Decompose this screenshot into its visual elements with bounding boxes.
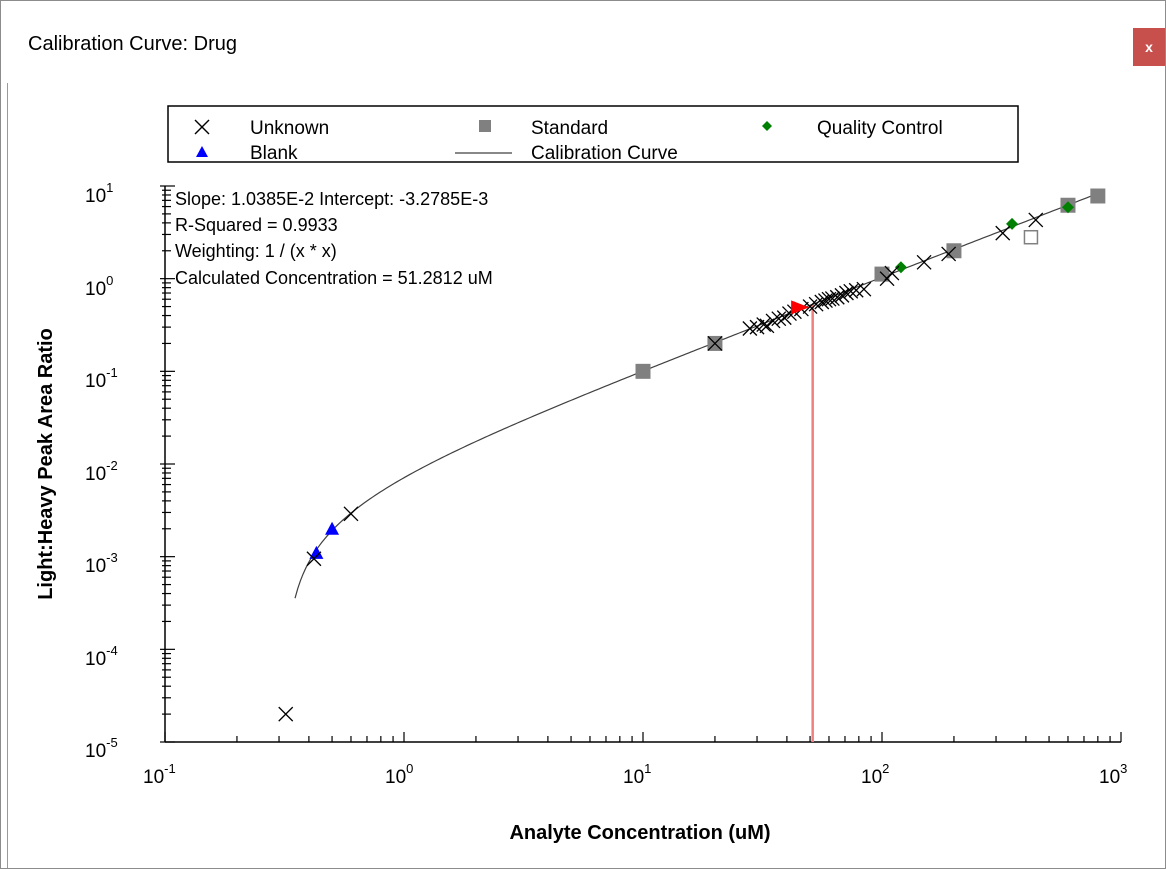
legend-blank-label: Blank	[250, 143, 298, 164]
unknown-point	[916, 254, 932, 270]
x-tick-label-3: 102	[861, 761, 889, 788]
unknown-point	[306, 551, 322, 567]
legend-qc-label: Quality Control	[817, 118, 943, 139]
unknown-point	[941, 246, 957, 262]
unknown-point	[856, 281, 872, 297]
legend-items: Unknown Standard Quality Control Blank C…	[194, 118, 943, 164]
stats-calculated-concentration: Calculated Concentration = 51.2812 uM	[175, 268, 493, 288]
unknown-point	[843, 283, 859, 299]
y-tick-label-3: 10-2	[85, 458, 118, 485]
x-axis-ticks	[164, 732, 1122, 742]
excluded-standard-point	[1023, 229, 1039, 245]
unknown-point	[821, 291, 837, 307]
standard-point	[946, 243, 962, 259]
close-button[interactable]: x	[1133, 28, 1165, 66]
title-bar: Calibration Curve: Drug x	[1, 1, 1165, 83]
calibration-curve	[294, 192, 1099, 599]
window-title: Calibration Curve: Drug	[28, 33, 237, 55]
standard-point	[635, 363, 651, 379]
x-tick-labels: 10-1 100 101 102 103	[143, 761, 1127, 788]
x-tick-label-0: 10-1	[143, 761, 176, 788]
legend-unknown-icon	[194, 119, 210, 135]
axes	[160, 185, 1122, 743]
legend-standard-label: Standard	[531, 118, 608, 139]
stats-weighting: Weighting: 1 / (x * x)	[175, 241, 337, 261]
legend	[167, 105, 1019, 163]
y-tick-label-2: 10-1	[85, 365, 118, 392]
y-tick-label-4: 10-3	[85, 550, 118, 577]
y-tick-label-0: 101	[85, 180, 113, 207]
legend-qc-icon	[762, 121, 772, 131]
unknown-point	[808, 296, 824, 312]
unknown-point	[802, 299, 818, 315]
y-axis-title: Light:Heavy Peak Area Ratio	[35, 328, 57, 600]
x-tick-label-2: 101	[623, 761, 651, 788]
window-left-edge	[7, 83, 8, 868]
blank-point	[309, 545, 324, 559]
unknown-point	[759, 318, 775, 334]
unknown-point	[278, 706, 294, 722]
legend-standard-icon	[479, 120, 491, 132]
legend-blank-icon	[196, 146, 208, 157]
selected-point	[791, 300, 810, 315]
unknown-point	[707, 335, 723, 351]
unknown-point	[995, 225, 1011, 241]
blank-point	[325, 521, 340, 535]
unknown-point	[884, 265, 900, 281]
y-tick-label-1: 100	[85, 273, 113, 300]
legend-unknown-label: Unknown	[250, 118, 329, 139]
x-axis-title: Analyte Concentration (uM)	[509, 822, 770, 844]
unknown-point	[756, 317, 772, 332]
qc-point	[1061, 201, 1074, 214]
y-axis-ticks	[160, 185, 175, 743]
unknown-point	[771, 311, 787, 327]
unknown-point	[838, 285, 854, 301]
unknown-point	[824, 291, 840, 307]
data-points	[278, 188, 1106, 722]
regression-stats: Slope: 1.0385E-2 Intercept: -3.2785E-3 R…	[175, 189, 493, 288]
unknown-point	[829, 289, 845, 305]
x-tick-label-1: 100	[385, 761, 413, 788]
y-tick-label-6: 10-5	[85, 735, 118, 762]
qc-point	[894, 261, 907, 274]
standard-point	[1090, 188, 1106, 204]
stats-slope-intercept: Slope: 1.0385E-2 Intercept: -3.2785E-3	[175, 189, 488, 209]
unknown-point	[1028, 212, 1044, 228]
plot-area	[278, 188, 1106, 742]
x-tick-label-4: 103	[1099, 761, 1127, 788]
legend-curve-label: Calibration Curve	[531, 143, 678, 164]
unknown-point	[834, 287, 850, 303]
y-tick-label-5: 10-4	[85, 643, 118, 670]
unknown-point	[343, 506, 359, 522]
unknown-point	[765, 313, 781, 329]
stats-r-squared: R-Squared = 0.9933	[175, 215, 338, 235]
y-tick-labels: 101 100 10-1 10-2 10-3 10-4 10-5	[85, 180, 118, 762]
